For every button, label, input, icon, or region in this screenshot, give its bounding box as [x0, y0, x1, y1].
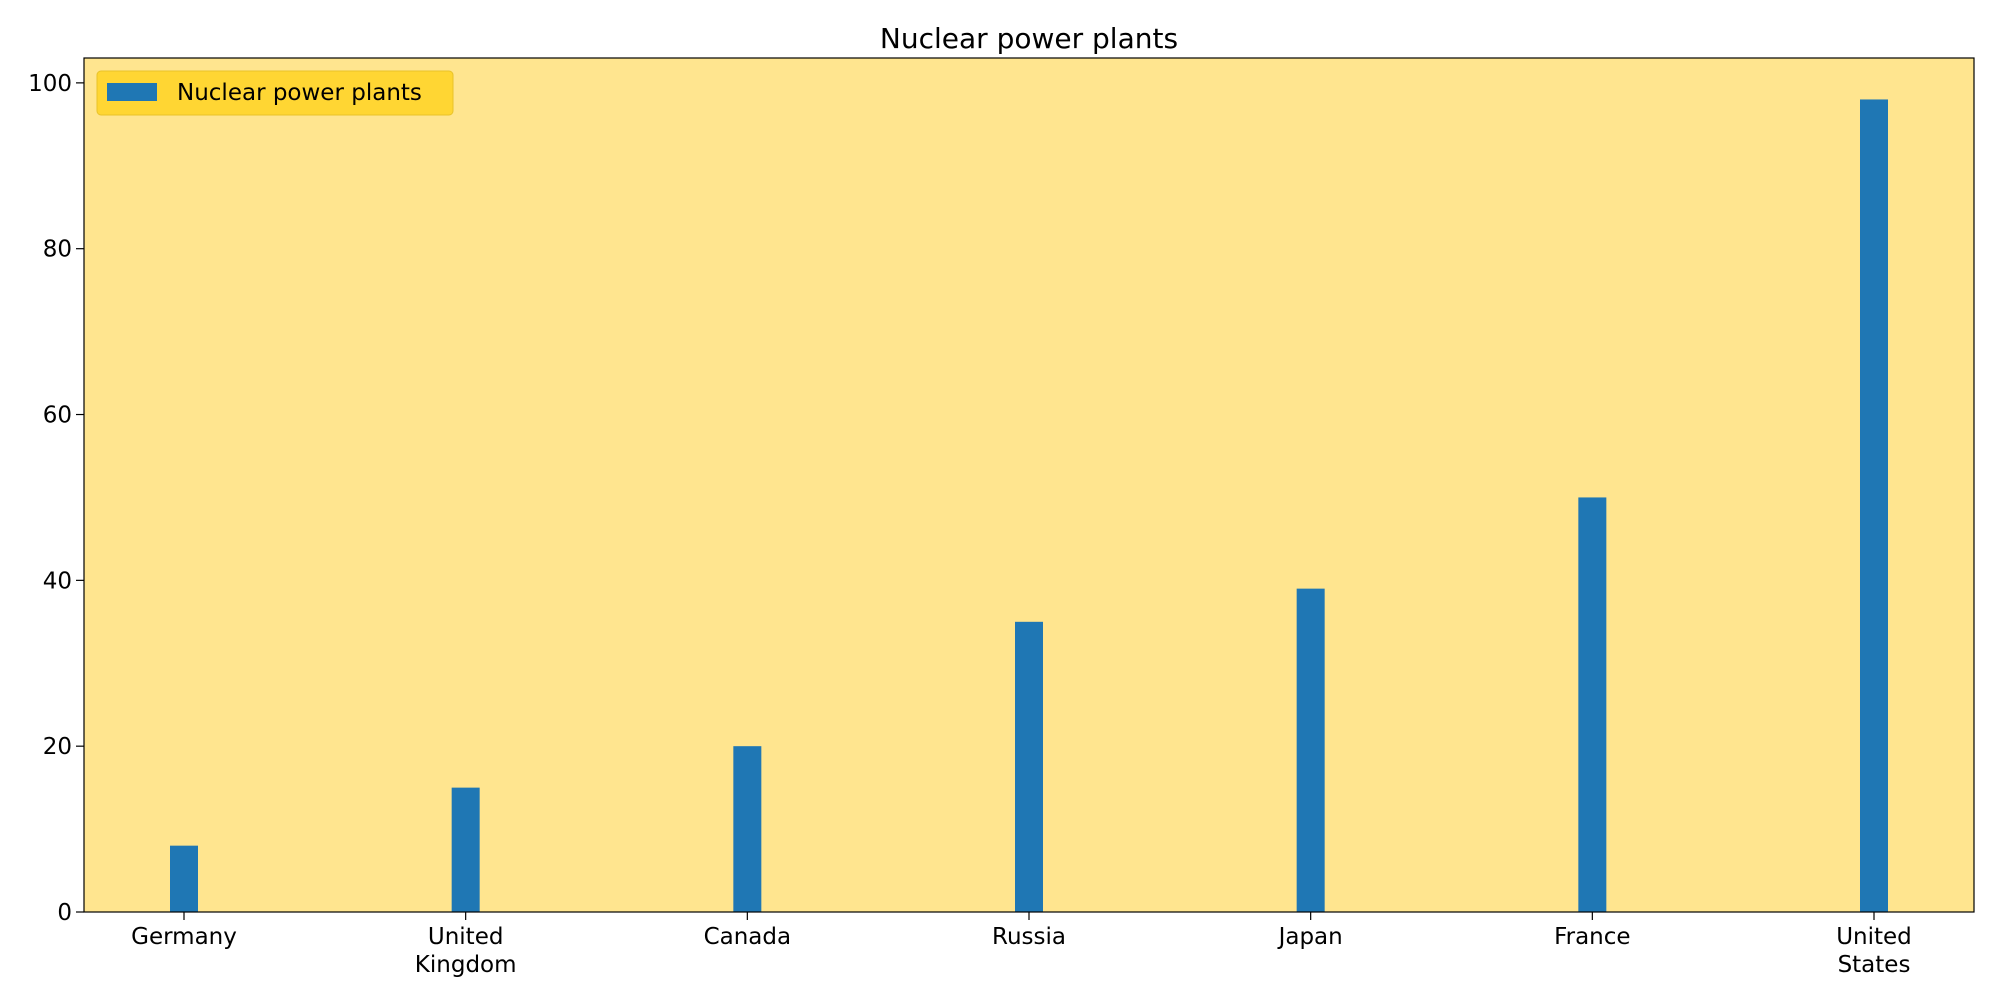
x-tick-label: France: [1554, 924, 1630, 950]
bar-united-states: [1860, 99, 1888, 913]
x-tick-label: United States: [1836, 924, 1912, 978]
legend-box: [96, 70, 454, 116]
legend-label: Nuclear power plants: [177, 80, 422, 106]
bar-united-kingdom: [451, 787, 480, 912]
chart-title: Nuclear power plants: [880, 22, 1178, 55]
bars-group: [170, 99, 1888, 913]
y-tick-label: 80: [43, 237, 72, 263]
legend: Nuclear power plants: [96, 70, 454, 116]
y-tick-label: 0: [57, 900, 72, 926]
x-tick-label: Canada: [704, 924, 792, 950]
y-tick-label: 40: [43, 568, 72, 594]
x-axis: Germany United Kingdom Canada Russia Japan Fra…: [131, 912, 1912, 978]
y-axis: 0 20 40 60 80 100: [28, 71, 84, 926]
bar-germany: [170, 845, 198, 912]
legend-swatch: [107, 83, 157, 101]
x-tick-label: Germany: [131, 924, 237, 950]
x-tick-label: Russia: [992, 924, 1066, 950]
bar-russia: [1015, 621, 1043, 912]
y-tick-label: 100: [28, 71, 72, 97]
bar-japan: [1296, 588, 1325, 912]
bar-canada: [733, 746, 762, 912]
x-tick-label: Japan: [1277, 924, 1343, 950]
y-tick-label: 60: [43, 403, 72, 429]
bar-france: [1578, 497, 1607, 912]
y-tick-label: 20: [43, 734, 72, 760]
x-tick-label: United Kingdom: [415, 924, 517, 978]
